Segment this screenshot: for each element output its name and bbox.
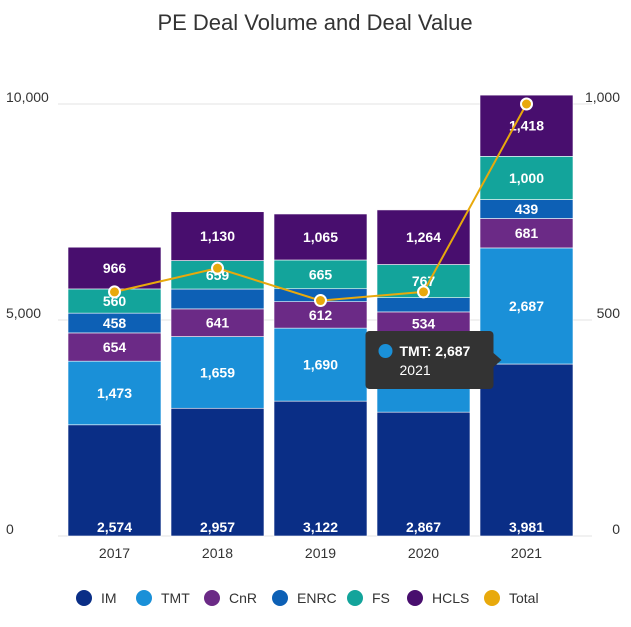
left-axis-ticks: 0 5,000 10,000 <box>6 89 49 537</box>
data-label: 458 <box>103 315 127 331</box>
data-label: 681 <box>515 225 539 241</box>
bar-segment-cnr[interactable] <box>170 308 265 337</box>
bar-segment-fs[interactable] <box>479 156 574 200</box>
left-tick-label: 10,000 <box>6 89 49 105</box>
legend-item-cnr[interactable]: CnR <box>204 590 257 606</box>
data-label: 3,981 <box>509 519 544 535</box>
data-label: 1,659 <box>200 364 235 380</box>
legend-item-tmt[interactable]: TMT <box>136 590 190 606</box>
x-tick-label: 2017 <box>99 545 130 561</box>
bar-segment-im[interactable] <box>170 407 265 537</box>
bar-segment-im[interactable] <box>273 400 368 537</box>
data-label: 966 <box>103 260 127 276</box>
legend-item-im[interactable]: IM <box>76 590 117 606</box>
total-point[interactable] <box>417 285 430 299</box>
bar-segment-tmt[interactable] <box>170 336 265 409</box>
data-label: 2,867 <box>406 519 441 535</box>
bar-segment-cnr[interactable] <box>273 301 368 329</box>
total-point[interactable] <box>211 261 224 275</box>
tooltip-swatch <box>378 344 393 358</box>
chart-title: PE Deal Volume and Deal Value <box>157 10 472 35</box>
total-point[interactable] <box>520 97 533 111</box>
bar-segment-hcls[interactable] <box>170 211 265 261</box>
x-tick-label: 2020 <box>408 545 439 561</box>
right-tick-label: 500 <box>597 305 621 321</box>
data-label: 665 <box>309 266 333 282</box>
x-axis-labels: 2017 2018 2019 2020 2021 <box>99 545 542 561</box>
data-label: 641 <box>206 315 230 331</box>
legend: IM TMT CnR ENRC FS HCLS Total <box>76 590 539 606</box>
tooltip-pointer <box>493 353 502 367</box>
x-tick-label: 2019 <box>305 545 336 561</box>
total-line <box>108 97 533 308</box>
bar-segment-cnr[interactable] <box>479 218 574 249</box>
legend-swatch <box>347 590 363 606</box>
bar-segment-enrc[interactable] <box>376 297 471 313</box>
right-tick-label: 0 <box>612 521 620 537</box>
data-label: 654 <box>103 339 127 355</box>
legend-label: CnR <box>229 590 257 606</box>
legend-label: FS <box>372 590 390 606</box>
legend-label: HCLS <box>432 590 469 606</box>
right-axis-ticks: 0 500 1,000 <box>585 89 620 537</box>
tooltip-title: TMT: 2,687 <box>400 343 471 359</box>
legend-swatch <box>136 590 152 606</box>
legend-item-hcls[interactable]: HCLS <box>407 590 469 606</box>
data-label: 2,687 <box>509 298 544 314</box>
data-label: 1,690 <box>303 357 338 373</box>
x-tick-label: 2021 <box>511 545 542 561</box>
legend-swatch <box>407 590 423 606</box>
bar-segment-enrc[interactable] <box>170 288 265 310</box>
bar-segment-im[interactable] <box>479 363 574 537</box>
legend-item-total[interactable]: Total <box>484 590 539 606</box>
data-label: 3,122 <box>303 519 338 535</box>
bar-segment-cnr[interactable] <box>67 332 162 362</box>
total-point[interactable] <box>314 294 327 308</box>
data-label: 1,264 <box>406 229 441 245</box>
tooltip: TMT: 2,687 2021 <box>365 331 502 389</box>
total-point[interactable] <box>108 285 121 299</box>
bar-segment-im[interactable] <box>67 424 162 537</box>
left-tick-label: 5,000 <box>6 305 41 321</box>
legend-swatch <box>272 590 288 606</box>
data-label: 2,957 <box>200 519 235 535</box>
data-label: 767 <box>412 273 436 289</box>
data-label: 1,130 <box>200 228 235 244</box>
data-label: 612 <box>309 307 333 323</box>
legend-label: TMT <box>161 590 190 606</box>
legend-swatch <box>204 590 220 606</box>
data-label: 1,065 <box>303 229 338 245</box>
legend-item-enrc[interactable]: ENRC <box>272 590 337 606</box>
left-tick-label: 0 <box>6 521 14 537</box>
bar-segment-im[interactable] <box>376 411 471 537</box>
legend-item-fs[interactable]: FS <box>347 590 390 606</box>
data-label: 2,574 <box>97 519 132 535</box>
legend-swatch <box>76 590 92 606</box>
bar-segment-fs[interactable] <box>273 259 368 290</box>
data-label: 560 <box>103 293 127 309</box>
data-label: 439 <box>515 201 539 217</box>
bar-segment-hcls[interactable] <box>273 213 368 261</box>
x-tick-label: 2018 <box>202 545 233 561</box>
legend-label: IM <box>101 590 117 606</box>
right-tick-label: 1,000 <box>585 89 620 105</box>
bar-segment-tmt[interactable] <box>479 247 574 365</box>
legend-swatch <box>484 590 500 606</box>
legend-label: Total <box>509 590 539 606</box>
legend-label: ENRC <box>297 590 337 606</box>
tooltip-subtitle: 2021 <box>400 362 431 378</box>
data-label: 1,000 <box>509 170 544 186</box>
bar-segment-hcls[interactable] <box>67 246 162 290</box>
data-label: 1,473 <box>97 385 132 401</box>
tooltip-box <box>365 331 494 389</box>
data-label: 534 <box>412 315 436 331</box>
